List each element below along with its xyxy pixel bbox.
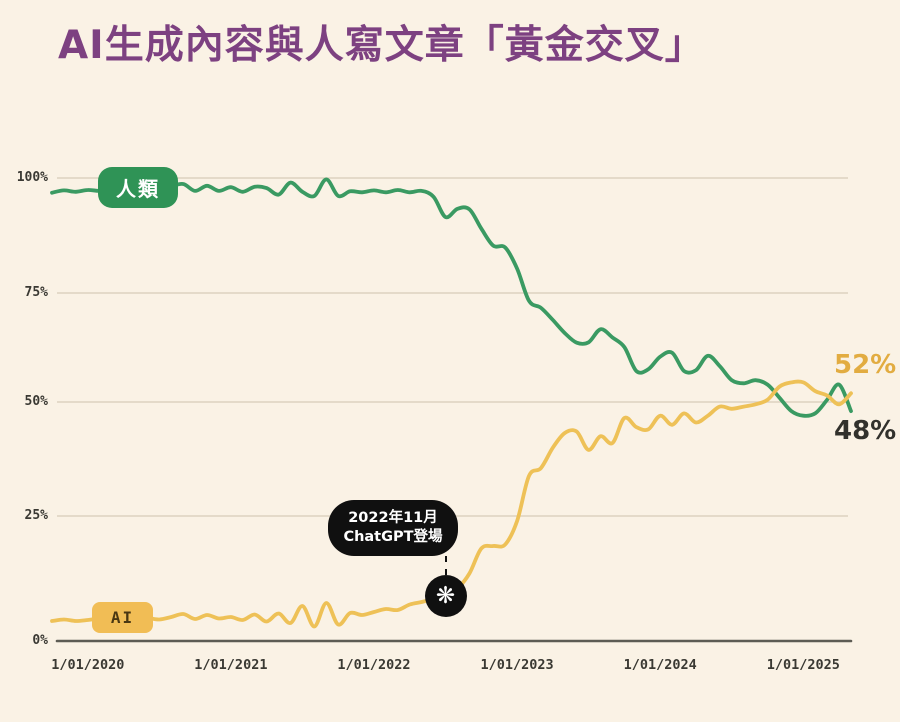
ai-series-label: AI — [110, 608, 135, 627]
chatgpt-annotation-callout: 2022年11月 ChatGPT登場 — [328, 500, 458, 556]
ai-end-value-label: 52% — [834, 350, 897, 380]
ai-series-badge: AI — [92, 602, 153, 633]
human-series-badge: 人類 — [98, 167, 178, 208]
annotation-line2: ChatGPT登場 — [343, 529, 443, 545]
gridlines — [57, 177, 848, 517]
chart-title: AI生成內容與人寫文章「黃金交叉」 — [58, 23, 705, 68]
human-series-label: 人類 — [116, 177, 160, 201]
y-tick-50: 50% — [24, 394, 48, 409]
y-tick-0: 0% — [32, 633, 48, 648]
x-tick-2020: 1/01/2020 — [51, 657, 125, 673]
x-tick-2025: 1/01/2025 — [766, 657, 840, 673]
x-tick-2023: 1/01/2023 — [480, 657, 554, 673]
annotation-line1: 2022年11月 — [348, 510, 438, 527]
y-tick-100: 100% — [16, 170, 48, 185]
y-tick-25: 25% — [24, 508, 48, 523]
x-tick-2022: 1/01/2022 — [337, 657, 411, 673]
human-end-value-label: 48% — [834, 416, 897, 446]
annotation-dotted-connector — [444, 556, 447, 575]
chatgpt-annotation-marker: ❋ — [424, 575, 467, 617]
openai-logo-icon: ❋ — [435, 582, 456, 609]
x-tick-2024: 1/01/2024 — [623, 657, 697, 673]
human-line-series — [50, 177, 853, 418]
x-tick-2021: 1/01/2021 — [194, 657, 268, 673]
y-tick-75: 75% — [24, 285, 48, 300]
